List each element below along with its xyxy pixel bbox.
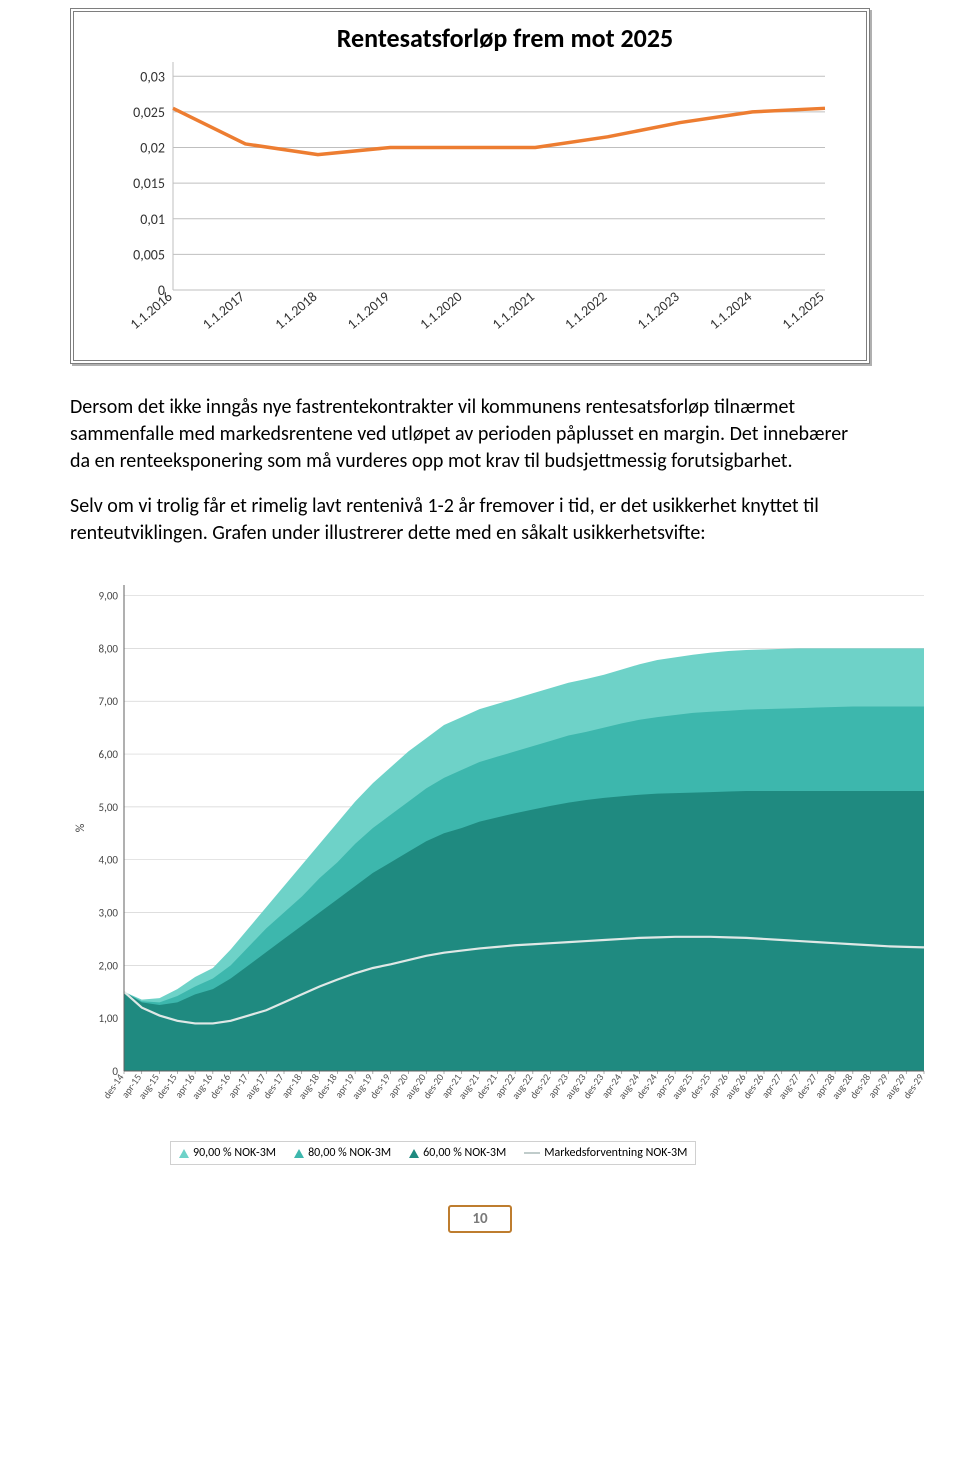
- legend-item: Markedsforventning NOK-3M: [524, 1146, 687, 1160]
- svg-text:1.1.2024: 1.1.2024: [706, 288, 755, 333]
- legend-label: Markedsforventning NOK-3M: [544, 1146, 687, 1160]
- legend-marker-triangle: [179, 1149, 189, 1158]
- svg-text:1.1.2016: 1.1.2016: [127, 288, 176, 333]
- legend-label: 80,00 % NOK-3M: [308, 1146, 391, 1160]
- svg-text:0,02: 0,02: [140, 140, 165, 157]
- paragraph-1: Dersom det ikke inngås nye fastrentekont…: [70, 394, 870, 475]
- svg-text:6,00: 6,00: [99, 748, 119, 761]
- legend-marker-triangle: [409, 1149, 419, 1158]
- svg-text:0,015: 0,015: [133, 175, 165, 192]
- legend-label: 90,00 % NOK-3M: [193, 1146, 276, 1160]
- svg-text:1.1.2022: 1.1.2022: [561, 288, 610, 333]
- svg-text:7,00: 7,00: [99, 695, 119, 708]
- svg-text:0,03: 0,03: [140, 68, 165, 85]
- svg-text:3,00: 3,00: [99, 907, 119, 920]
- chart-rentesats-panel: Rentesatsforløp frem mot 2025 00,0050,01…: [70, 8, 870, 364]
- legend-item: 60,00 % NOK-3M: [409, 1146, 506, 1160]
- legend-label: 60,00 % NOK-3M: [423, 1146, 506, 1160]
- svg-text:1.1.2023: 1.1.2023: [634, 288, 683, 333]
- legend-marker-triangle: [294, 1149, 304, 1158]
- chart-fan-panel: 01,002,003,004,005,006,007,008,009,00%de…: [70, 577, 930, 1165]
- svg-text:1,00: 1,00: [99, 1012, 119, 1025]
- paragraph-2: Selv om vi trolig får et rimelig lavt re…: [70, 493, 870, 547]
- svg-text:2,00: 2,00: [99, 959, 119, 972]
- svg-text:0,005: 0,005: [133, 246, 165, 263]
- svg-text:0,01: 0,01: [140, 211, 165, 228]
- svg-text:1.1.2020: 1.1.2020: [416, 288, 465, 333]
- legend-item: 90,00 % NOK-3M: [179, 1146, 276, 1160]
- svg-text:1.1.2019: 1.1.2019: [344, 288, 393, 333]
- chart1-title: Rentesatsforløp frem mot 2025: [162, 22, 848, 54]
- svg-text:5,00: 5,00: [99, 801, 119, 814]
- svg-text:%: %: [74, 823, 88, 832]
- chart-rentesats-inner: Rentesatsforløp frem mot 2025 00,0050,01…: [73, 11, 867, 361]
- svg-text:1.1.2017: 1.1.2017: [199, 288, 248, 333]
- chart2-legend: 90,00 % NOK-3M 80,00 % NOK-3M 60,00 % NOK-…: [170, 1141, 696, 1165]
- svg-text:1.1.2025: 1.1.2025: [779, 288, 828, 333]
- legend-item: 80,00 % NOK-3M: [294, 1146, 391, 1160]
- chart1-plot: 00,0050,010,0150,020,0250,031.1.20161.1.…: [82, 58, 848, 348]
- legend-marker-line: [524, 1152, 540, 1154]
- svg-text:0,025: 0,025: [133, 104, 165, 121]
- svg-text:1.1.2021: 1.1.2021: [489, 288, 538, 333]
- svg-text:8,00: 8,00: [99, 642, 119, 655]
- page-number: 10: [448, 1205, 512, 1233]
- chart2-plot: 01,002,003,004,005,006,007,008,009,00%de…: [70, 577, 930, 1137]
- svg-text:4,00: 4,00: [99, 854, 119, 867]
- svg-text:9,00: 9,00: [99, 590, 119, 603]
- svg-text:1.1.2018: 1.1.2018: [271, 288, 320, 333]
